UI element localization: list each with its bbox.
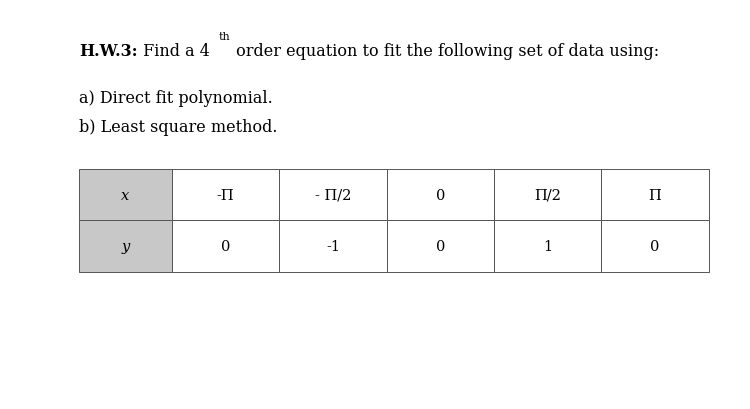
Text: Find a 4: Find a 4 xyxy=(138,43,210,60)
FancyBboxPatch shape xyxy=(279,221,387,272)
FancyBboxPatch shape xyxy=(79,221,172,272)
Text: Π/2: Π/2 xyxy=(534,188,561,202)
Text: Π: Π xyxy=(649,188,662,202)
FancyBboxPatch shape xyxy=(494,221,602,272)
Text: 0: 0 xyxy=(436,188,445,202)
Text: x: x xyxy=(122,188,130,202)
FancyBboxPatch shape xyxy=(172,170,279,221)
FancyBboxPatch shape xyxy=(602,221,709,272)
FancyBboxPatch shape xyxy=(279,170,387,221)
Text: order equation to fit the following set of data using:: order equation to fit the following set … xyxy=(231,43,659,60)
Text: y: y xyxy=(122,239,130,254)
Text: -Π: -Π xyxy=(217,188,235,202)
FancyBboxPatch shape xyxy=(387,221,494,272)
Text: - Π/2: - Π/2 xyxy=(315,188,351,202)
Text: th: th xyxy=(219,31,230,41)
FancyBboxPatch shape xyxy=(172,221,279,272)
Text: 0: 0 xyxy=(221,239,230,254)
Text: a) Direct fit polynomial.: a) Direct fit polynomial. xyxy=(79,90,272,107)
Text: 0: 0 xyxy=(650,239,660,254)
Text: H.W.3:: H.W.3: xyxy=(79,43,137,60)
FancyBboxPatch shape xyxy=(602,170,709,221)
Text: b) Least square method.: b) Least square method. xyxy=(79,119,278,135)
Text: 1: 1 xyxy=(543,239,552,254)
FancyBboxPatch shape xyxy=(494,170,602,221)
FancyBboxPatch shape xyxy=(387,170,494,221)
Text: 0: 0 xyxy=(436,239,445,254)
FancyBboxPatch shape xyxy=(79,170,172,221)
Text: -1: -1 xyxy=(326,239,340,254)
